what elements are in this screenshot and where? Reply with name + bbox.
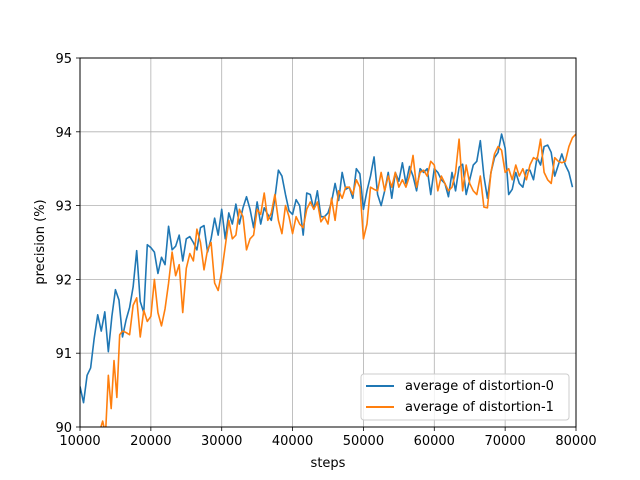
series-line-distortion-1	[100, 133, 576, 427]
plot-area	[80, 133, 576, 427]
y-tick-label: 93	[55, 200, 72, 215]
series-layer	[80, 133, 576, 427]
plot-frame	[79, 57, 577, 428]
y-tick-label: 91	[55, 347, 72, 362]
x-tick-label: 10000	[59, 434, 100, 449]
legend: average of distortion-0 average of disto…	[360, 373, 570, 421]
x-tick-label: 20000	[130, 434, 171, 449]
y-tick-label: 95	[55, 52, 72, 67]
legend-box	[360, 373, 570, 421]
legend-label-distortion-0: average of distortion-0	[405, 379, 554, 394]
x-tick-label: 30000	[201, 434, 242, 449]
x-tick-label: 80000	[555, 434, 596, 449]
x-tick-label: 50000	[343, 434, 384, 449]
y-tick-label: 92	[55, 273, 72, 288]
x-axis-label: steps	[311, 456, 346, 471]
axis-ticks: 10000 20000 30000 40000 50000 60000 70000 80000…	[55, 52, 596, 449]
x-tick-label: 60000	[414, 434, 455, 449]
y-tick-label: 94	[55, 126, 72, 141]
x-tick-label: 40000	[272, 434, 313, 449]
y-tick-label: 90	[55, 421, 72, 436]
legend-label-distortion-1: average of distortion-1	[405, 400, 554, 415]
x-tick-label: 70000	[484, 434, 525, 449]
y-axis-label: precision (%)	[33, 199, 48, 284]
